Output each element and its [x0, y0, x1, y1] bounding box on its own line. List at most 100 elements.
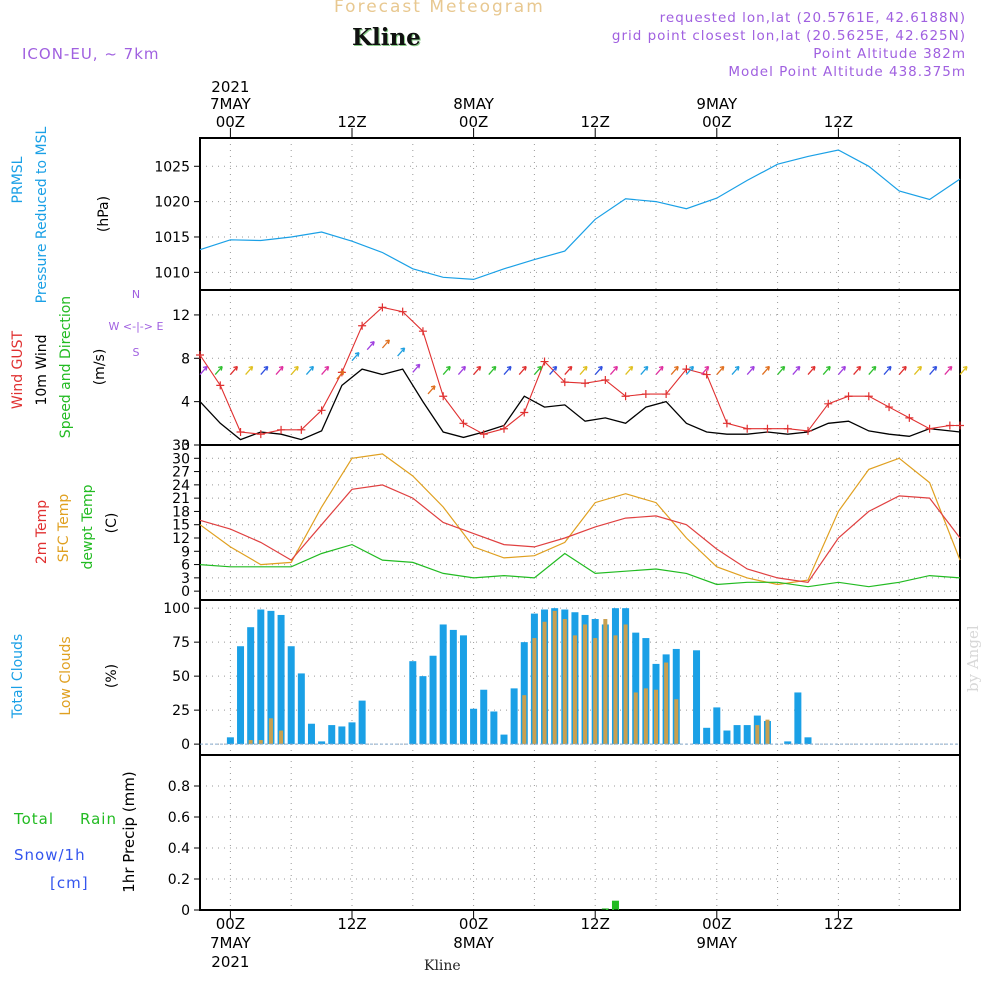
wind-barb [427, 385, 436, 395]
t2m-line [199, 484, 961, 583]
total-cloud-bar [358, 700, 366, 745]
total-cloud-bar [409, 661, 417, 745]
y-tick-label: 4 [181, 395, 190, 411]
total-cloud-bar [510, 688, 518, 745]
sfc-temp-label: SFC Temp [56, 494, 72, 563]
gust-marker [236, 427, 245, 436]
y-tick-label: 1020 [154, 195, 190, 211]
wind-barb [883, 365, 892, 375]
y-tick-label: 18 [172, 504, 190, 520]
wind-barb [913, 365, 923, 375]
gust-marker [378, 303, 387, 312]
wind-barb [336, 370, 345, 380]
wind-unit: (m/s) [92, 349, 108, 386]
gust-marker [560, 378, 569, 387]
pressure-label: PRMSL [10, 156, 26, 203]
chart-title: Forecast Meteogram [334, 0, 545, 17]
gust-marker [783, 424, 792, 433]
wind-barb [959, 365, 968, 375]
low-cloud-bar [562, 619, 567, 745]
wind-barb [701, 365, 710, 375]
total-cloud-bar [470, 708, 478, 745]
wind-speed-line [199, 368, 961, 441]
low-cloud-bar [765, 719, 770, 745]
total-cloud-bar [490, 711, 498, 745]
compass-north: N [132, 288, 140, 301]
total-cloud-bar [419, 676, 427, 745]
pressure-unit: (hPa) [96, 196, 112, 232]
y-tick-label: 12 [172, 308, 190, 324]
wind-barb [716, 365, 725, 375]
total-cloud-bar [723, 730, 731, 745]
gust-marker [500, 424, 508, 433]
y-tick-label: 1015 [154, 230, 190, 246]
wind-label: 10m Wind [34, 334, 50, 405]
wind-barb [199, 365, 208, 375]
wind-barb [275, 365, 284, 375]
panel-frame-precip [199, 754, 961, 911]
y-tick-label: 21 [172, 491, 190, 507]
temp-unit: (C) [104, 513, 120, 534]
total-cloud-bar [449, 629, 457, 745]
low-cloud-bar [593, 638, 598, 745]
wind-barb [245, 365, 254, 375]
gust-marker [621, 392, 630, 401]
wind-barb [777, 365, 786, 375]
low-cloud-bar [654, 689, 658, 745]
wind-barb [214, 365, 223, 375]
gust-marker [479, 430, 488, 439]
wind-barb [625, 365, 634, 375]
y-tick-label: 25 [172, 703, 190, 719]
dewpt-line [199, 543, 961, 588]
low-cloud-bar [248, 740, 253, 745]
low-cloud-bar [613, 635, 618, 745]
rain-bar [611, 900, 619, 910]
low-cloud-bar [623, 624, 628, 745]
time-label-top: 12Z [337, 113, 366, 131]
total-cloud-bar [500, 734, 508, 745]
y-tick-label: 100 [163, 601, 190, 617]
total-label: Total [13, 810, 54, 828]
wind-barb [746, 365, 755, 375]
wind-barb [442, 365, 451, 375]
y-tick-label: 75 [172, 635, 190, 651]
y-tick-label: 30 [172, 451, 190, 467]
gust-marker [297, 425, 306, 434]
wind-barb [290, 365, 299, 375]
point-altitude: Point Altitude 382m [813, 46, 966, 62]
y-tick-label: 0 [181, 903, 190, 919]
total-cloud-bar [703, 727, 711, 745]
y-tick-label: 12 [172, 531, 190, 547]
wind-barb [533, 365, 543, 375]
wind-barb [457, 365, 467, 375]
total-cloud-bar [733, 725, 741, 745]
location-title: Kline [352, 24, 421, 51]
gust-marker [277, 425, 286, 434]
wind-barb [564, 365, 573, 375]
low-cloud-bar [572, 635, 577, 745]
low-cloud-bar [279, 730, 284, 745]
total-cloud-bar [520, 642, 528, 745]
wind-barb [944, 365, 953, 375]
total-cloud-bar [257, 609, 265, 745]
snow-unit: [cm] [50, 874, 89, 892]
wind-barb [670, 365, 679, 375]
y-tick-label: 0.4 [168, 841, 190, 857]
time-label-top: 00Z [216, 113, 245, 131]
wind-barb [837, 365, 847, 375]
t2m-label: 2m Temp [34, 500, 50, 564]
gust-marker [905, 413, 914, 422]
gust-label: Wind GUST [10, 330, 26, 409]
gust-line [199, 306, 960, 435]
low-cloud-bar [522, 695, 527, 745]
low-cloud-bar [532, 638, 537, 745]
gust-marker [945, 421, 954, 430]
time-label-top: 00Z [459, 113, 488, 131]
wind-barb [929, 365, 938, 375]
wind-barb [351, 352, 360, 362]
time-label-top: 12Z [581, 113, 610, 131]
wind-barb [366, 341, 375, 351]
gust-marker [864, 392, 873, 401]
wind-barb [381, 339, 391, 349]
low-cloud-bar [633, 692, 638, 745]
